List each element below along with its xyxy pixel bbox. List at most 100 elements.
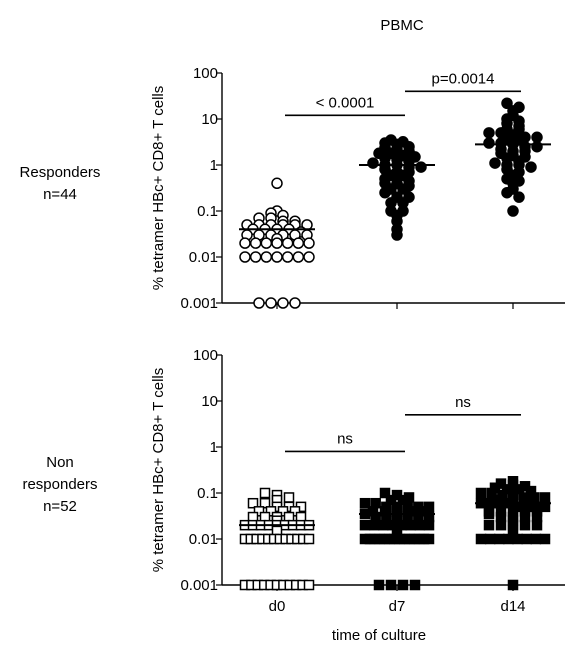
data-point: [495, 519, 507, 531]
y-tick-label: 1: [210, 439, 218, 456]
data-point: [531, 131, 543, 144]
data-point: [367, 157, 379, 169]
x-tick-label: d7: [389, 598, 406, 615]
data-point: [259, 497, 271, 509]
data-point: [525, 161, 537, 173]
data-point: [507, 205, 519, 217]
data-point: [289, 297, 301, 309]
data-point: [483, 127, 495, 139]
x-tick-label: d14: [500, 598, 525, 615]
data-point: [239, 251, 251, 263]
plot-area: 100 10 1 0.1 0.01 0.001 % tetramer HBc+ CD8+ T…: [150, 65, 565, 615]
data-point: [379, 186, 391, 199]
data-point: [283, 492, 295, 503]
y-tick-label: 10: [201, 393, 218, 410]
data-point: [271, 237, 283, 249]
data-point: [303, 251, 315, 263]
panel-non-responders: 100 10 1 0.1 0.01 0.001 % tetramer HBc+ CD8+ T…: [150, 347, 565, 615]
data-point: [239, 237, 251, 249]
data-point: [359, 519, 371, 531]
data-point: [512, 533, 523, 545]
data-point: [409, 579, 421, 591]
y-tick-label: 100: [193, 65, 218, 82]
data-point: [289, 506, 301, 517]
data-point: [483, 508, 495, 520]
data-point: [281, 237, 294, 249]
data-point: [265, 506, 277, 517]
data-point: [486, 487, 497, 499]
data-point: [539, 533, 551, 545]
data-point: [483, 137, 495, 149]
data-point: [414, 519, 426, 531]
y-tick-label: 100: [193, 347, 218, 364]
data-point: [391, 229, 403, 241]
comparison-label: p=0.0014: [432, 70, 495, 87]
data-point: [503, 533, 514, 545]
group-label-line: n=52: [43, 498, 77, 515]
y-tick-label: 0.001: [180, 295, 218, 312]
y-tick-label: 0.1: [197, 485, 218, 502]
data-point: [405, 519, 416, 531]
data-point: [378, 519, 389, 531]
data-point: [415, 161, 427, 173]
data-point: [519, 519, 531, 531]
data-point: [247, 497, 259, 509]
group-label-line: responders: [22, 476, 98, 493]
group-label-line: Non: [46, 454, 74, 471]
x-axis-label: time of culture: [332, 627, 426, 644]
data-point: [373, 579, 385, 591]
data-point: [529, 492, 540, 503]
data-point: [303, 237, 315, 249]
data-point: [423, 519, 435, 531]
data-point: [249, 237, 262, 249]
y-tick-label: 1: [210, 157, 218, 174]
y-tick-label: 0.1: [197, 203, 218, 220]
data-point: [379, 487, 391, 499]
data-point: [397, 183, 409, 195]
y-tick-label: 0.001: [180, 577, 218, 594]
data-point: [303, 533, 315, 545]
data-point: [271, 177, 283, 190]
data-point: [281, 251, 294, 263]
data-point: [265, 297, 277, 309]
data-point: [530, 533, 542, 545]
x-tick-label: d0: [269, 598, 286, 615]
y-tick-label: 0.01: [189, 249, 218, 266]
y-tick-label: 10: [201, 111, 218, 128]
data-point: [475, 533, 487, 545]
data-point: [385, 579, 397, 591]
data-point: [423, 533, 435, 545]
data-point: [253, 297, 265, 309]
data-point: [303, 579, 315, 591]
data-point: [483, 519, 495, 531]
responders-group-label: Responders n=44: [0, 162, 120, 206]
data-point: [277, 506, 289, 517]
data-point: [484, 533, 496, 545]
chart-title: PBMC: [380, 17, 424, 34]
comparison-label: < 0.0001: [316, 94, 375, 111]
y-axis-label: % tetramer HBc+ CD8+ T cells: [150, 86, 167, 291]
data-point: [292, 251, 305, 263]
data-point: [531, 140, 543, 153]
data-point: [277, 297, 289, 309]
data-point: [501, 186, 513, 199]
data-point: [489, 157, 501, 169]
data-point: [253, 506, 265, 517]
panel-responders: 100 10 1 0.1 0.01 0.001 % tetramer HBc+ CD8+ T…: [150, 65, 565, 312]
group-label-line: n=44: [43, 186, 77, 203]
data-point: [475, 487, 487, 499]
data-point: [292, 237, 305, 249]
y-axis-label: % tetramer HBc+ CD8+ T cells: [150, 368, 167, 573]
data-point: [531, 519, 543, 531]
data-point: [507, 579, 519, 591]
non-responders-group-label: Non responders n=52: [0, 452, 120, 518]
data-point: [259, 487, 271, 499]
data-point: [397, 579, 409, 591]
data-point: [368, 519, 380, 531]
data-point: [539, 492, 551, 503]
data-point: [494, 533, 505, 545]
data-point: [501, 97, 513, 109]
data-point: [521, 533, 532, 545]
data-point: [513, 191, 525, 203]
